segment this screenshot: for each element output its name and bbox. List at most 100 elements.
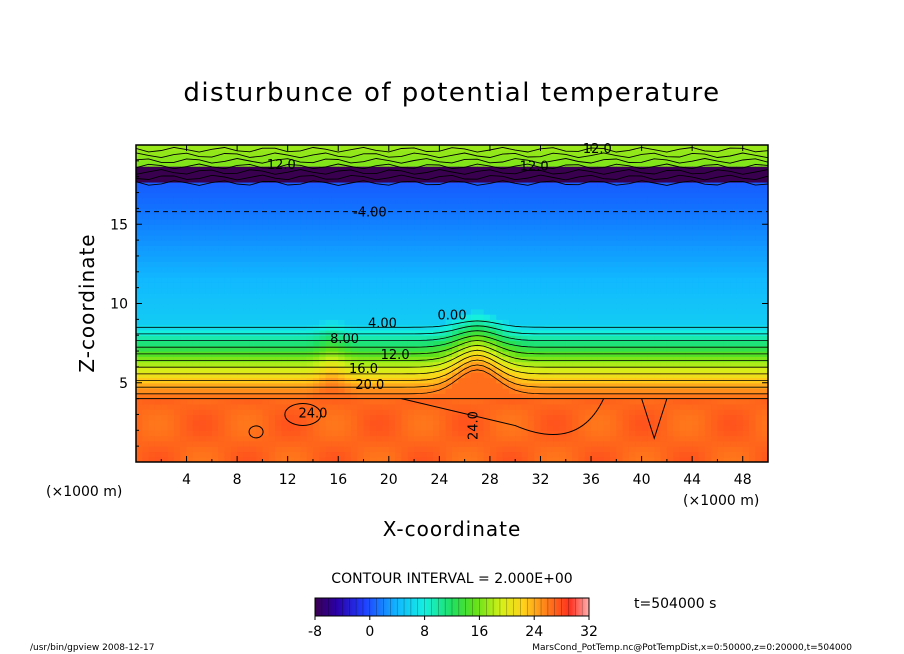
field-cell bbox=[452, 218, 459, 225]
field-cell bbox=[148, 340, 156, 347]
field-cell bbox=[268, 340, 276, 347]
field-cell bbox=[173, 234, 181, 241]
field-cell bbox=[496, 213, 504, 220]
field-cell bbox=[148, 372, 156, 379]
field-cell bbox=[319, 366, 327, 373]
field-cell bbox=[186, 308, 194, 315]
field-cell bbox=[597, 171, 605, 178]
field-cell bbox=[546, 160, 554, 167]
field-cell bbox=[136, 382, 143, 389]
field-cell bbox=[458, 446, 466, 453]
field-cell bbox=[388, 150, 396, 157]
field-cell bbox=[382, 208, 390, 215]
field-cell bbox=[414, 345, 421, 352]
field-cell bbox=[452, 229, 459, 236]
field-cell bbox=[382, 197, 390, 204]
field-cell bbox=[470, 398, 478, 405]
field-cell bbox=[534, 192, 542, 199]
field-cell bbox=[312, 446, 320, 453]
field-cell bbox=[369, 255, 377, 262]
field-cell bbox=[616, 340, 624, 347]
field-cell bbox=[281, 155, 289, 162]
field-cell bbox=[192, 398, 200, 405]
field-cell bbox=[641, 240, 649, 246]
field-cell bbox=[407, 303, 415, 310]
field-cell bbox=[287, 430, 295, 437]
field-cell bbox=[597, 335, 605, 342]
field-cell bbox=[325, 261, 333, 268]
field-cell bbox=[205, 314, 213, 320]
field-cell bbox=[420, 171, 428, 178]
field-cell bbox=[192, 171, 200, 178]
field-cell bbox=[597, 224, 605, 231]
field-cell bbox=[331, 298, 339, 305]
field-cell bbox=[603, 335, 611, 342]
field-cell bbox=[553, 382, 561, 389]
field-cell bbox=[470, 145, 478, 151]
field-cell bbox=[281, 192, 289, 199]
field-cell bbox=[559, 224, 567, 231]
field-cell bbox=[161, 409, 169, 416]
field-cell bbox=[439, 446, 447, 453]
field-cell bbox=[426, 255, 434, 262]
field-cell bbox=[211, 229, 219, 236]
field-cell bbox=[458, 366, 466, 373]
field-cell bbox=[445, 282, 453, 289]
field-cell bbox=[603, 176, 611, 183]
field-cell bbox=[489, 340, 497, 347]
field-cell bbox=[521, 319, 529, 326]
field-cell bbox=[635, 329, 643, 336]
field-cell bbox=[281, 372, 289, 379]
field-cell bbox=[199, 261, 207, 268]
field-cell bbox=[647, 372, 655, 379]
field-cell bbox=[180, 356, 188, 363]
field-cell bbox=[312, 255, 320, 262]
field-cell bbox=[483, 351, 491, 357]
field-cell bbox=[578, 335, 586, 342]
field-cell bbox=[420, 403, 428, 410]
field-cell bbox=[452, 240, 459, 246]
field-cell bbox=[161, 192, 169, 199]
field-cell bbox=[597, 255, 605, 262]
field-cell bbox=[294, 446, 301, 453]
field-cell bbox=[578, 218, 586, 225]
field-cell bbox=[388, 187, 396, 194]
field-cell bbox=[540, 451, 548, 458]
field-cell bbox=[477, 377, 485, 384]
field-cell bbox=[559, 287, 567, 294]
field-cell bbox=[357, 414, 365, 421]
field-cell bbox=[199, 203, 207, 209]
field-cell bbox=[610, 398, 617, 405]
field-cell bbox=[559, 245, 567, 252]
field-cell bbox=[211, 456, 219, 462]
field-cell bbox=[414, 277, 421, 283]
field-cell bbox=[439, 245, 447, 252]
field-cell bbox=[635, 430, 643, 437]
field-cell bbox=[591, 451, 598, 458]
field-cell bbox=[312, 425, 320, 431]
field-cell bbox=[622, 181, 630, 188]
field-cell bbox=[414, 456, 421, 462]
field-cell bbox=[306, 292, 314, 299]
field-cell bbox=[395, 456, 403, 462]
field-cell bbox=[287, 451, 295, 458]
field-cell bbox=[546, 155, 554, 162]
field-cell bbox=[521, 456, 529, 462]
field-cell bbox=[635, 446, 643, 453]
field-cell bbox=[641, 266, 649, 273]
field-cell bbox=[565, 366, 573, 373]
field-cell bbox=[578, 430, 586, 437]
field-cell bbox=[180, 414, 188, 421]
field-cell bbox=[603, 277, 611, 283]
field-cell bbox=[553, 430, 561, 437]
field-cell bbox=[527, 171, 535, 178]
field-cell bbox=[565, 176, 573, 183]
field-cell bbox=[502, 351, 510, 357]
field-cell bbox=[382, 234, 390, 241]
field-cell bbox=[622, 155, 630, 162]
field-cell bbox=[502, 361, 510, 368]
field-cell bbox=[502, 303, 510, 310]
field-cell bbox=[230, 303, 238, 310]
field-cell bbox=[211, 340, 219, 347]
field-cell bbox=[180, 335, 188, 342]
